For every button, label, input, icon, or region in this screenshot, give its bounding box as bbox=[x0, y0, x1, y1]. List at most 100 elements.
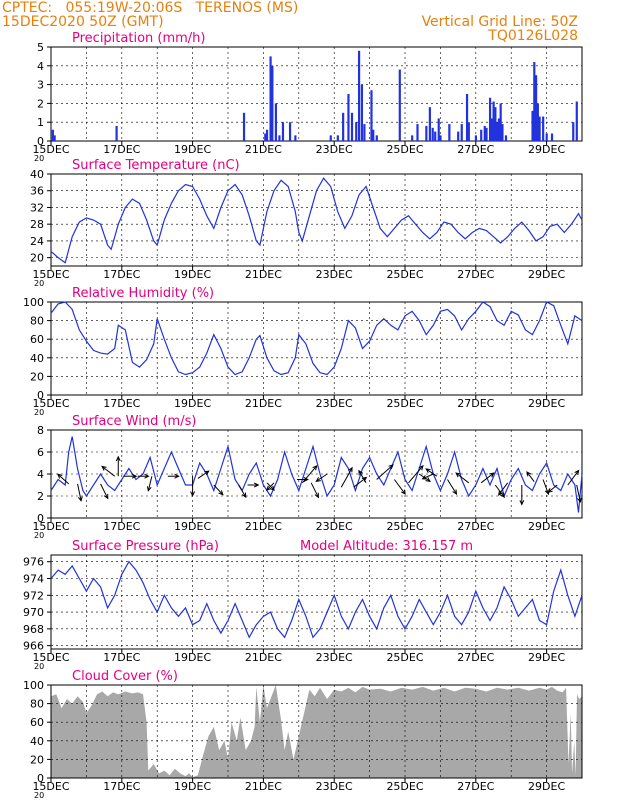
wind-title: Surface Wind (m/s) bbox=[72, 414, 196, 429]
wind-arrow bbox=[526, 471, 535, 482]
x-tick-label: 29DEC bbox=[528, 143, 565, 156]
wind-arrow-head bbox=[253, 482, 260, 488]
cloud-cover-area bbox=[51, 685, 582, 778]
pressure-panel: 966 968 970 972 974 976 15DEC 17DEC 19DEC 21DEC 23… bbox=[23, 539, 583, 671]
y-tick-label: 1 bbox=[37, 116, 44, 129]
wind-arrow-shaft bbox=[542, 479, 549, 495]
precipitation-bar bbox=[115, 125, 118, 141]
precipitation-bar bbox=[460, 124, 463, 141]
y-tick-label: 5 bbox=[37, 41, 44, 54]
y-tick-label: 100 bbox=[23, 679, 44, 692]
wind-arrow bbox=[77, 483, 83, 502]
precipitation-bar bbox=[274, 103, 277, 141]
x-tick-label: 17DEC bbox=[103, 268, 140, 281]
precipitation-bar bbox=[370, 90, 373, 141]
precipitation-bar bbox=[531, 110, 534, 141]
wind-arrow bbox=[197, 470, 210, 479]
x-year-fragment: 20 bbox=[34, 791, 44, 800]
wind-arrow-shaft bbox=[100, 483, 109, 499]
wind-arrow-shaft bbox=[408, 465, 424, 484]
precipitation-bar bbox=[372, 129, 375, 141]
y-tick-label: 974 bbox=[23, 573, 44, 586]
precipitation-bar bbox=[542, 116, 545, 141]
x-tick-label: 17DEC bbox=[103, 520, 140, 533]
precipitation-bar bbox=[271, 65, 274, 141]
temperature-panel: 20 24 28 32 36 40 15DEC 17DEC 19DEC 21DEC 23DEC 25D… bbox=[30, 158, 583, 288]
pressure-title: Surface Pressure (hPa) bbox=[72, 539, 219, 554]
precipitation-bar bbox=[431, 127, 434, 141]
wind-arrow bbox=[301, 465, 318, 484]
x-tick-label: 21DEC bbox=[245, 268, 282, 281]
precipitation-bar bbox=[264, 133, 267, 141]
y-tick-label: 966 bbox=[23, 640, 44, 653]
x-tick-label: 25DEC bbox=[386, 520, 423, 533]
humidity-panel: 0 20 40 60 80 100 15DEC 17DEC 19DEC 21DEC 23DEC 25D… bbox=[23, 286, 583, 417]
precipitation-bar bbox=[278, 135, 281, 141]
y-tick-label: 970 bbox=[23, 606, 44, 619]
y-tick-label: 40 bbox=[30, 735, 44, 748]
wind-arrow-head bbox=[498, 490, 503, 496]
wind-arrow-shaft bbox=[447, 479, 457, 495]
wind-arrow-shaft bbox=[455, 472, 470, 484]
precipitation-bar bbox=[363, 124, 366, 141]
precipitation-bar bbox=[465, 94, 469, 141]
wind-arrow-head bbox=[103, 493, 109, 500]
precipitation-bar bbox=[347, 94, 350, 141]
precipitation-bar bbox=[425, 125, 428, 141]
wind-arrow bbox=[213, 484, 224, 496]
precipitation-bar bbox=[545, 133, 548, 141]
precipitation-bar bbox=[398, 69, 401, 141]
wind-arrow-head bbox=[241, 492, 247, 499]
y-tick-label: 32 bbox=[30, 201, 44, 214]
wind-arrow bbox=[353, 476, 368, 488]
panel-frame bbox=[50, 554, 583, 650]
x-tick-label: 21DEC bbox=[245, 143, 282, 156]
x-tick-label: 23DEC bbox=[316, 143, 353, 156]
wind-arrow-shaft bbox=[238, 484, 247, 498]
precipitation-bar bbox=[360, 84, 364, 141]
x-tick-label: 21DEC bbox=[245, 520, 282, 533]
wind-arrow bbox=[297, 477, 309, 482]
wind-arrow-shaft bbox=[393, 479, 406, 495]
y-tick-label: 0 bbox=[37, 772, 44, 785]
wind-arrow-head bbox=[78, 496, 83, 502]
humidity-title: Relative Humidity (%) bbox=[72, 286, 214, 301]
wind-arrow bbox=[340, 466, 353, 488]
wind-arrow-head bbox=[577, 497, 582, 503]
y-tick-label: 0 bbox=[37, 135, 44, 148]
y-tick-label: 20 bbox=[30, 252, 44, 265]
x-tick-label: 17DEC bbox=[103, 397, 140, 410]
precipitation-bar bbox=[499, 103, 502, 141]
pressure-series-line bbox=[50, 560, 583, 639]
wind-arrow bbox=[576, 484, 582, 503]
wind-arrow-head bbox=[218, 490, 224, 496]
x-tick-label: 27DEC bbox=[457, 520, 494, 533]
precipitation-bar bbox=[242, 112, 246, 141]
precipitation-bar bbox=[329, 135, 332, 141]
temperature-series-line bbox=[50, 177, 583, 264]
precipitation-bar bbox=[504, 135, 508, 141]
wind-arrow bbox=[123, 473, 138, 479]
wind-arrow-head bbox=[312, 465, 318, 471]
wind-series-line bbox=[50, 436, 583, 513]
wind-arrow-head bbox=[452, 489, 458, 495]
x-tick-label: 29DEC bbox=[528, 651, 565, 664]
wind-arrow-shaft bbox=[340, 467, 353, 488]
wind-arrow-shaft bbox=[358, 470, 367, 484]
x-tick-label: 23DEC bbox=[316, 780, 353, 793]
precipitation-bar bbox=[294, 135, 297, 141]
x-tick-label: 21DEC bbox=[245, 397, 282, 410]
wind-arrow-head bbox=[131, 473, 138, 479]
y-tick-label: 8 bbox=[37, 424, 44, 437]
model-altitude-label: Model Altitude: 316.157 m bbox=[300, 539, 473, 554]
wind-arrow bbox=[480, 472, 495, 484]
y-tick-label: 40 bbox=[30, 352, 44, 365]
wind-arrow-head bbox=[101, 465, 107, 471]
wind-arrow bbox=[421, 473, 434, 480]
model-code: TQ0126L028 bbox=[488, 28, 578, 44]
wind-arrow-head bbox=[315, 477, 321, 482]
y-tick-label: 20 bbox=[30, 370, 44, 383]
x-tick-label: 17DEC bbox=[103, 780, 140, 793]
grid-line-note: Vertical Grid Line: 50Z bbox=[421, 14, 578, 30]
